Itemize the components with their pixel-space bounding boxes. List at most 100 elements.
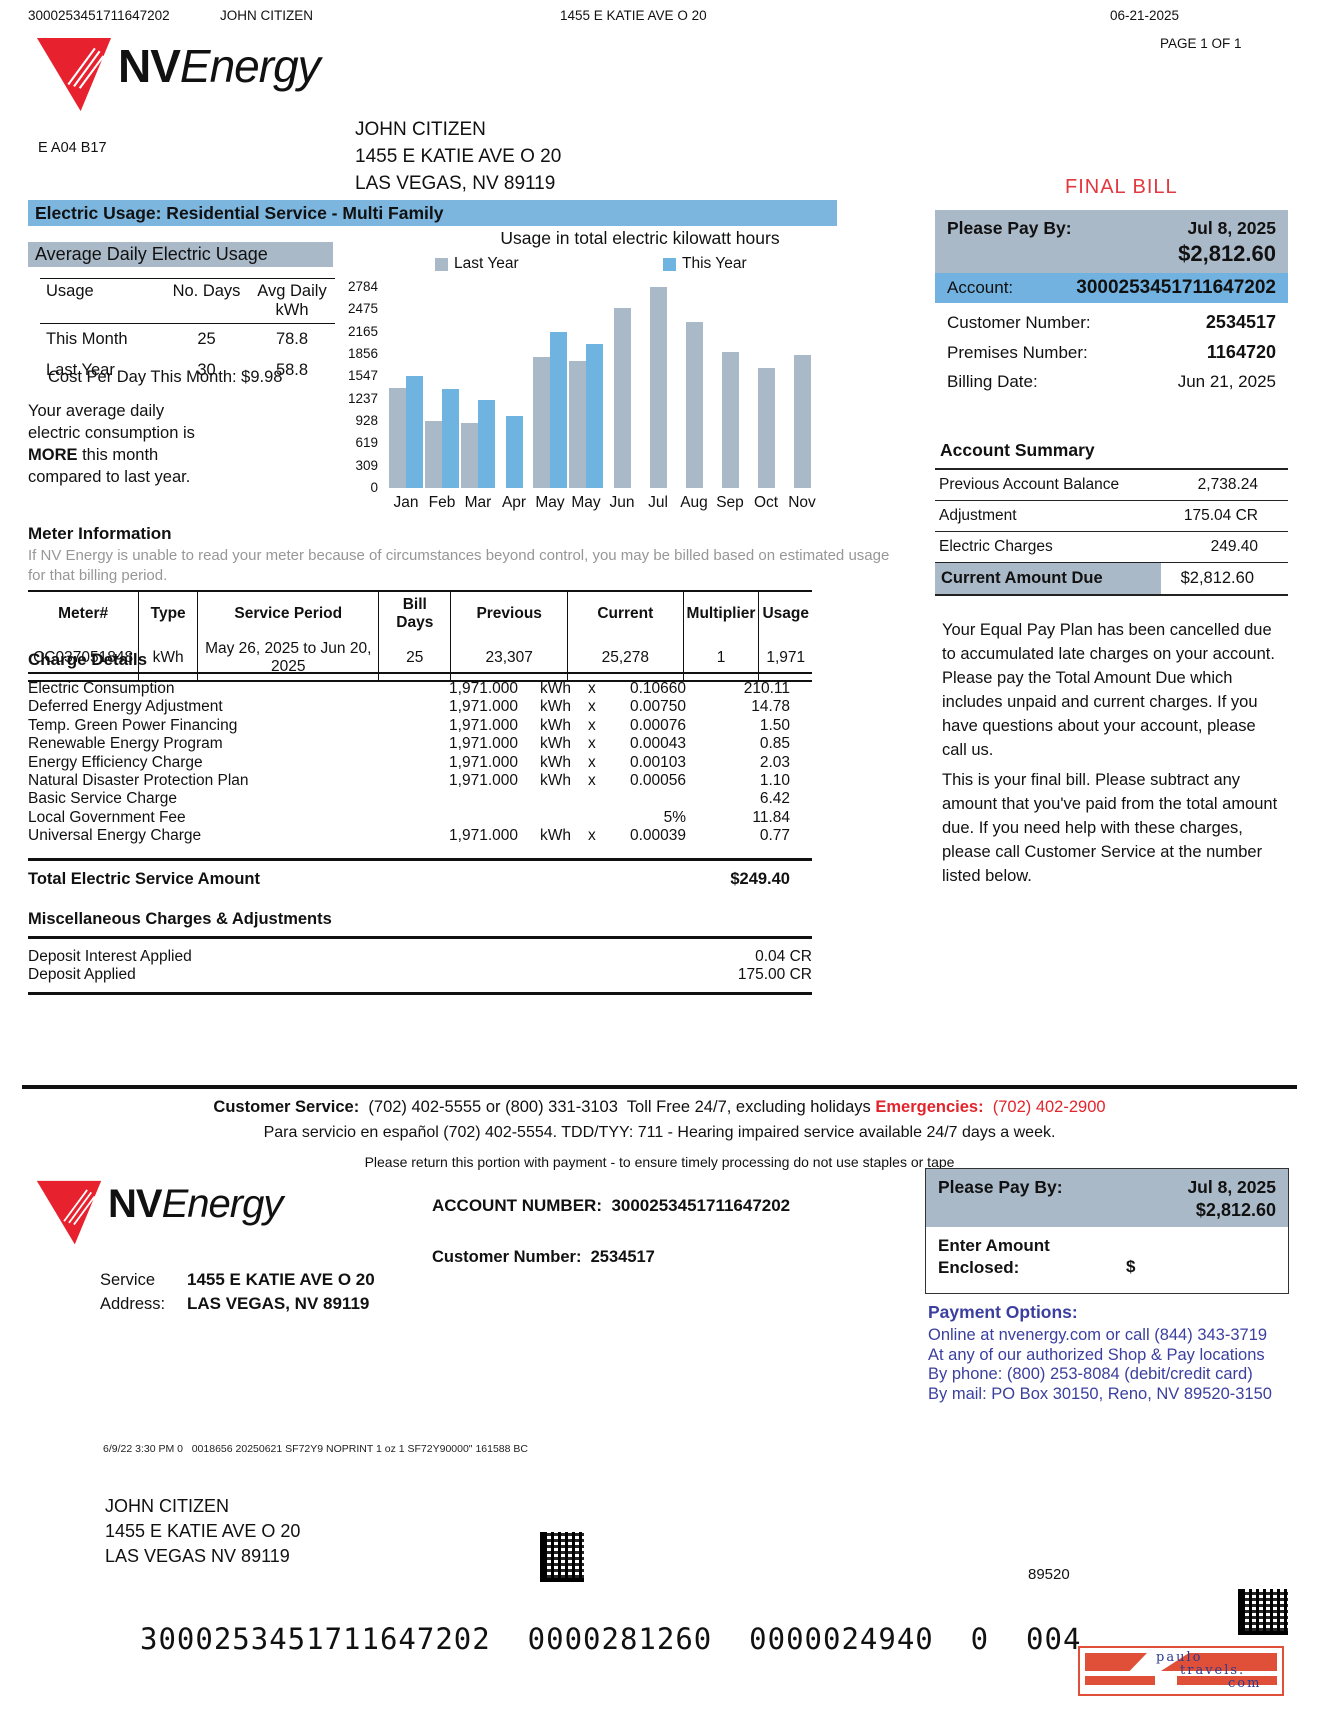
stub-pay-by-label: Please Pay By: <box>938 1177 1063 1197</box>
nvenergy-wordmark: NVEnergy <box>118 39 321 93</box>
bar-last-year <box>569 361 586 488</box>
misc-charges-heading: Miscellaneous Charges & Adjustments <box>28 910 332 928</box>
divider <box>28 672 812 674</box>
stub-account-label: ACCOUNT NUMBER: <box>432 1196 602 1215</box>
mail-code: E A04 B17 <box>38 140 107 156</box>
total-electric-row: Total Electric Service Amount $249.40 <box>28 870 790 889</box>
legend-last-year-label: Last Year <box>454 255 519 272</box>
x-tick-label: Aug <box>680 494 708 511</box>
top-date: 06-21-2025 <box>1110 8 1180 23</box>
current-due-label: Current Amount Due <box>935 563 1161 594</box>
legend-this-year: This Year <box>663 255 747 273</box>
bottom-mailing-address: JOHN CITIZEN 1455 E KATIE AVE O 20 LAS V… <box>105 1494 300 1569</box>
pay-by-header: Please Pay By: Jul 8, 2025 $2,812.60 <box>935 210 1288 273</box>
bar-this-year <box>550 332 567 488</box>
charge-x: x <box>588 680 596 697</box>
total-electric-amount: $249.40 <box>730 870 790 888</box>
charge-label: Electric Consumption <box>28 680 175 697</box>
bar-group-aug-8 <box>676 322 712 488</box>
bar-last-year <box>533 357 550 488</box>
bar-group-jul-7 <box>640 287 676 488</box>
y-tick-label: 0 <box>370 480 378 495</box>
meter-col-multiplier: Multiplier <box>682 591 759 636</box>
charge-unit: kWh <box>540 827 571 845</box>
bottom-address2: LAS VEGAS NV 89119 <box>105 1546 290 1566</box>
bar-last-year <box>757 368 775 488</box>
stub-account-value: 3000253451711647202 <box>611 1196 791 1215</box>
charge-rate: 0.00750 <box>629 698 686 716</box>
charge-details-heading: Charge Details <box>28 650 148 669</box>
recipient-address-block: JOHN CITIZEN 1455 E KATIE AVE O 20 LAS V… <box>355 116 561 197</box>
top-account-number: 3000253451711647202 <box>28 8 170 23</box>
y-tick-label: 1856 <box>347 346 378 361</box>
charge-amount: 14.78 <box>751 698 790 716</box>
charge-rate: 0.00056 <box>629 772 686 790</box>
charge-amount: 11.84 <box>752 808 790 826</box>
charge-amount: 1.10 <box>759 772 790 790</box>
meter-current-read: 25,278 <box>567 636 684 681</box>
bottom-name: JOHN CITIZEN <box>105 1496 229 1516</box>
usage-bar-chart <box>388 287 820 488</box>
paulo-travels-logo: paulo travels. com <box>1078 1646 1284 1696</box>
note-line2: electric consumption is <box>28 424 195 442</box>
meter-service-period: May 26, 2025 to Jun 20, 2025 <box>197 636 379 681</box>
x-tick-label: Jun <box>609 494 635 511</box>
divider-thick <box>22 1085 1297 1089</box>
payment-options-heading: Payment Options: <box>928 1302 1078 1322</box>
avg-col-usage: Usage <box>46 282 94 300</box>
summary-label: Adjustment <box>939 507 1017 524</box>
x-tick-label: Oct <box>753 494 779 511</box>
charge-row: Local Government Fee 5% 11.84 <box>28 809 790 827</box>
service-address-labels: Service Address: <box>100 1268 165 1316</box>
avg-col-days: No. Days <box>172 282 241 300</box>
payment-options-list: Online at nvenergy.com or call (844) 343… <box>928 1326 1272 1404</box>
service-label: Service <box>100 1271 156 1289</box>
summary-label: Previous Account Balance <box>939 476 1120 493</box>
meter-previous-read: 23,307 <box>450 636 568 681</box>
data-matrix-barcode-small <box>1238 1589 1288 1635</box>
charge-qty: 1,971.000 <box>449 772 518 790</box>
paulo-logo-shape <box>1085 1653 1147 1671</box>
x-tick-label: Nov <box>788 494 816 511</box>
charge-label: Energy Efficiency Charge <box>28 753 203 771</box>
charge-unit: kWh <box>540 716 571 734</box>
bar-group-jan-0 <box>388 376 424 488</box>
note-line1: Your average daily <box>28 402 165 420</box>
charge-x <box>588 809 606 827</box>
service-address-line2: LAS VEGAS, NV 89119 <box>187 1294 370 1313</box>
premises-number-row: Premises Number: 1164720 <box>935 333 1288 363</box>
stub-customer-value: 2534517 <box>590 1248 655 1266</box>
service-address-line1: 1455 E KATIE AVE O 20 <box>187 1270 375 1289</box>
dollar-sign: $ <box>1126 1257 1136 1276</box>
summary-value: 175.04 CR <box>1183 507 1258 524</box>
enter-amount-line2: Enclosed: <box>938 1258 1020 1277</box>
meter-number: CC037051848 <box>33 649 134 666</box>
stub-pay-box: Please Pay By: Jul 8, 2025 $2,812.60 Ent… <box>925 1168 1289 1294</box>
customer-number-row: Customer Number: 2534517 <box>935 303 1288 333</box>
avg-row-days: 30 <box>197 361 216 379</box>
avg-row-last-year: Last Year 30 58.8 <box>40 355 335 386</box>
emergencies-label: Emergencies: <box>875 1098 984 1116</box>
customer-number-label: Customer Number: <box>947 313 1091 332</box>
bar-group-sep-9 <box>712 352 748 488</box>
bar-group-jun-6 <box>604 308 640 488</box>
meter-col-usage: Usage <box>758 591 812 636</box>
y-tick-label: 2165 <box>347 323 378 339</box>
charge-row: Electric Consumption 1,971.000 kWh x 0.10660… <box>28 680 790 698</box>
total-electric-label: Total Electric Service Amount <box>28 870 260 888</box>
cost-per-day: Cost Per Day This Month: $9.98 <box>48 368 283 386</box>
account-row: Account: 3000253451711647202 <box>935 273 1288 303</box>
paulo-logo-text1: paulo <box>1156 1650 1203 1665</box>
data-matrix-barcode <box>540 1532 584 1582</box>
charge-unit: kWh <box>540 753 571 771</box>
nvenergy-triangle-icon <box>36 1180 102 1245</box>
billing-date-row: Billing Date: Jun 21, 2025 <box>935 363 1288 392</box>
charge-unit: kWh <box>540 698 571 716</box>
charge-unit: kWh <box>540 680 571 697</box>
y-tick-label: 309 <box>355 457 378 473</box>
account-summary-heading: Account Summary <box>940 440 1095 460</box>
bar-this-year <box>406 376 423 488</box>
recipient-name: JOHN CITIZEN <box>355 119 486 140</box>
misc-row-deposit-interest: Deposit Interest Applied 0.04 CR <box>28 948 812 967</box>
x-tick-label: May <box>571 494 601 511</box>
